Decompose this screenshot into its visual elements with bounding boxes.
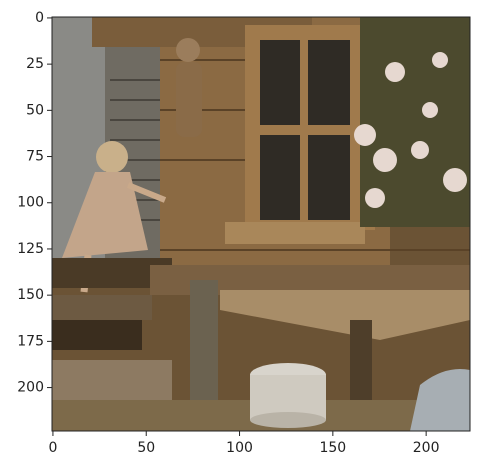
- y-tick-label: 175: [17, 333, 44, 349]
- axes-frame: [51, 16, 471, 432]
- x-tick-label: 150: [319, 440, 346, 456]
- y-tick-label: 50: [26, 102, 44, 118]
- x-tick-label: 0: [48, 440, 57, 456]
- y-tick-label: 25: [26, 56, 44, 72]
- y-tick-label: 125: [17, 241, 44, 257]
- y-tick-label: 75: [26, 149, 44, 165]
- x-tick-label: 50: [137, 440, 155, 456]
- y-tick-label: 100: [17, 195, 44, 211]
- x-tick-label: 100: [226, 440, 253, 456]
- x-tick-label: 200: [413, 440, 440, 456]
- y-tick-label: 200: [17, 380, 44, 396]
- image: [52, 17, 470, 431]
- y-tick-label: 150: [17, 287, 44, 303]
- y-tick-label: 0: [35, 10, 44, 26]
